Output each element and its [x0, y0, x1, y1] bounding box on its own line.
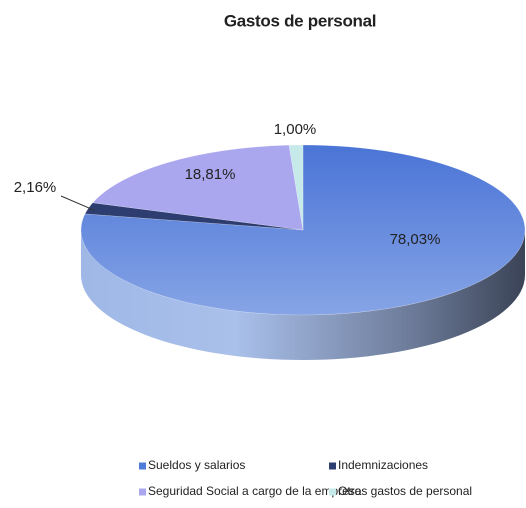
pie-slice — [92, 144, 304, 231]
legend-label: Otros gastos de personal — [338, 484, 472, 498]
pie-slice — [80, 144, 526, 316]
leader-line — [60, 195, 95, 211]
pie-slice — [84, 202, 304, 231]
data-label: 78,03% — [390, 231, 441, 248]
legend-label: Sueldos y salarios — [148, 458, 245, 472]
legend-swatch — [329, 488, 336, 496]
legend-label: Seguridad Social a cargo de la empresa — [148, 484, 362, 498]
pie-slice — [288, 144, 304, 231]
chart-title: Gastos de personal — [224, 11, 376, 30]
data-label: 2,16% — [14, 179, 57, 196]
legend-swatch — [139, 462, 146, 470]
pie-side — [81, 230, 525, 360]
legend-swatch — [329, 462, 336, 470]
data-label: 18,81% — [185, 166, 236, 183]
legend-swatch — [139, 488, 146, 496]
data-label: 1,00% — [274, 121, 317, 138]
legend-label: Indemnizaciones — [338, 458, 428, 472]
